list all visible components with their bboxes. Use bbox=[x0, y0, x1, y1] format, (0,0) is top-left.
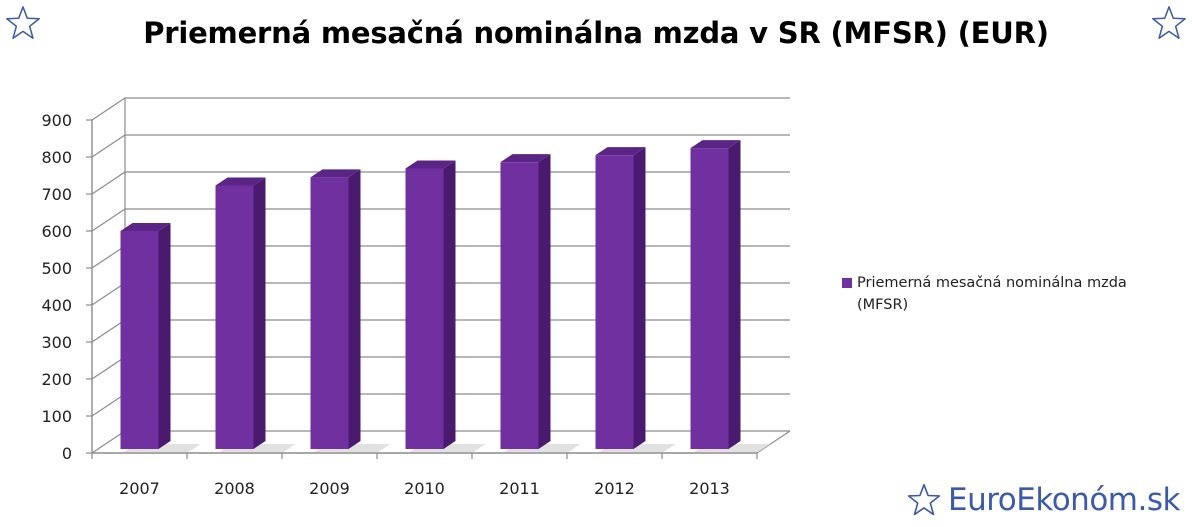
x-tick-label: 2011 bbox=[499, 479, 540, 498]
bar-front bbox=[310, 177, 349, 449]
legend-label: Priemerná mesačná nominálna mzda (MFSR) bbox=[857, 275, 1127, 313]
bar-top bbox=[215, 177, 266, 186]
x-tick-label: 2009 bbox=[309, 479, 350, 498]
bar-top bbox=[690, 140, 741, 149]
bar-side bbox=[728, 140, 741, 449]
bar-front bbox=[405, 168, 444, 449]
y-tick-label: 0 bbox=[62, 444, 72, 463]
star-outline-icon bbox=[1152, 6, 1186, 39]
bar bbox=[595, 147, 646, 449]
x-tick-label: 2010 bbox=[404, 479, 445, 498]
bar bbox=[120, 223, 171, 449]
bar-top bbox=[500, 154, 551, 163]
star-outline-icon bbox=[907, 483, 941, 516]
y-tick-label: 400 bbox=[41, 296, 72, 315]
bar-side bbox=[538, 154, 551, 449]
bar-front bbox=[500, 162, 539, 449]
brand-name: EuroEkonóm.sk bbox=[948, 482, 1180, 518]
bar-side bbox=[253, 177, 266, 450]
gridline bbox=[91, 134, 790, 158]
bar bbox=[690, 140, 741, 449]
bar-side bbox=[348, 169, 361, 449]
bar-side bbox=[158, 223, 171, 449]
bar-front bbox=[690, 148, 729, 449]
bar-side bbox=[443, 160, 456, 449]
x-tick-label: 2008 bbox=[214, 479, 255, 498]
y-tick-label: 200 bbox=[41, 370, 72, 389]
star-outline-icon bbox=[6, 6, 40, 39]
x-tick-label: 2013 bbox=[689, 479, 730, 498]
bar bbox=[500, 154, 551, 449]
bar-front bbox=[595, 155, 634, 449]
bar-side bbox=[633, 147, 646, 449]
x-tick-label: 2012 bbox=[594, 479, 635, 498]
brand-logo: EuroEkonóm.sk bbox=[906, 480, 1180, 520]
bar-front bbox=[215, 185, 254, 450]
chart-title: Priemerná mesačná nominálna mzda v SR (M… bbox=[143, 16, 1049, 50]
chart-tick-labels: 0 100 200 300 400 500 600 700 800 900 2007 2008 2009… bbox=[41, 111, 729, 498]
legend-swatch bbox=[842, 278, 852, 288]
chart-axes bbox=[86, 98, 791, 459]
y-tick-label: 300 bbox=[41, 333, 72, 352]
y-tick-label: 800 bbox=[41, 148, 72, 167]
x-tick-label: 2007 bbox=[119, 479, 160, 498]
bar-top bbox=[595, 147, 646, 156]
bar-front bbox=[120, 231, 159, 449]
y-tick-label: 100 bbox=[41, 407, 72, 426]
bar bbox=[310, 169, 361, 449]
bar bbox=[215, 177, 266, 450]
bar-top bbox=[310, 169, 361, 178]
gridline bbox=[91, 97, 790, 121]
bar-top bbox=[405, 160, 456, 169]
chart-legend: Priemerná mesačná nominálna mzda (MFSR) bbox=[842, 272, 1182, 316]
y-tick-label: 900 bbox=[41, 111, 72, 130]
bar-top bbox=[120, 223, 171, 231]
y-tick-label: 700 bbox=[41, 185, 72, 204]
floor-edge bbox=[756, 430, 791, 454]
bar bbox=[405, 160, 456, 449]
chart-bars bbox=[120, 140, 771, 452]
y-tick-label: 600 bbox=[41, 222, 72, 241]
y-tick-label: 500 bbox=[41, 259, 72, 278]
